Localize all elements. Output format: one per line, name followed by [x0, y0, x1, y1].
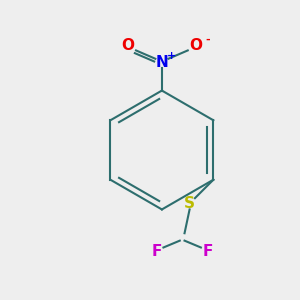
Text: S: S [184, 196, 195, 211]
Text: F: F [202, 244, 213, 259]
Text: O: O [121, 38, 134, 53]
Text: N: N [155, 55, 168, 70]
Text: F: F [152, 244, 162, 259]
Text: O: O [190, 38, 202, 53]
Text: +: + [167, 51, 176, 61]
Text: -: - [205, 34, 210, 44]
